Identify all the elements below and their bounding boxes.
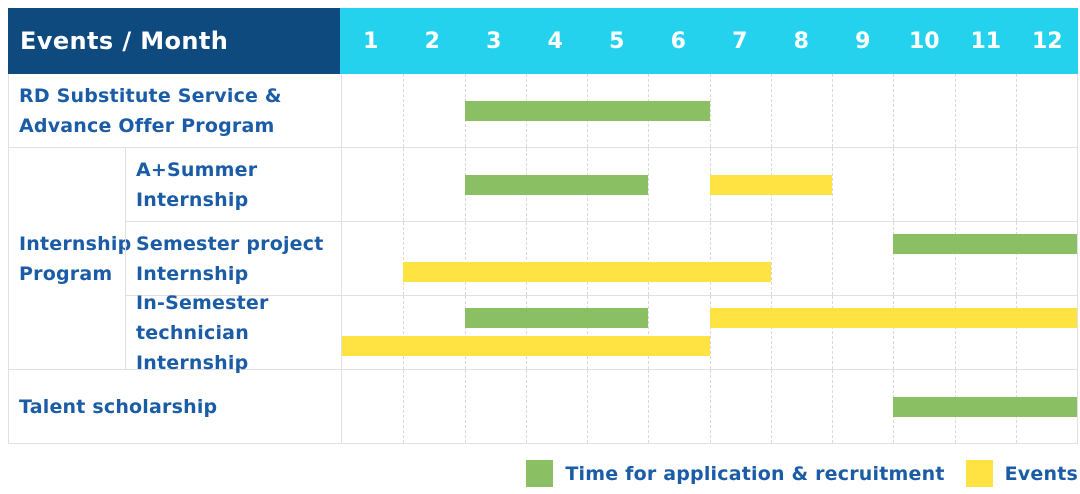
row-label-rd-substitute-service: RD Substitute Service & Advance Offer Pr… bbox=[19, 84, 282, 137]
legend-label-application: Time for application & recruitment bbox=[565, 462, 945, 485]
gantt-bar-application bbox=[893, 234, 1077, 254]
month-header-11: 11 bbox=[970, 28, 1002, 54]
month-gridline bbox=[1015, 74, 1017, 147]
gantt-bar-event bbox=[403, 262, 771, 282]
header-row: Events / Month 1 2 3 4 5 6 7 8 9 10 11 1… bbox=[8, 8, 1078, 74]
application-swatch-icon bbox=[526, 460, 554, 487]
events-swatch-icon bbox=[965, 460, 993, 487]
month-gridline bbox=[587, 222, 588, 295]
group-label-internship-program: Internship Program bbox=[19, 232, 132, 285]
month-gridline bbox=[464, 296, 466, 369]
month-gridline bbox=[893, 222, 895, 295]
month-gridline bbox=[587, 296, 588, 369]
month-header-6: 6 bbox=[670, 28, 686, 54]
month-gridline bbox=[954, 148, 956, 221]
month-header-9: 9 bbox=[855, 28, 871, 54]
month-header-4: 4 bbox=[547, 28, 563, 54]
gantt-track-a-plus-summer-internship bbox=[341, 148, 1077, 221]
group-internship-program: Internship Program A+Summer Internship S… bbox=[9, 147, 1077, 374]
month-gridline bbox=[770, 370, 772, 443]
row-in-semester-technician-internship: In-Semester technician Internship bbox=[125, 292, 1077, 374]
month-gridline bbox=[832, 222, 833, 295]
legend: Time for application & recruitment Event… bbox=[8, 460, 1078, 487]
month-gridline bbox=[403, 296, 405, 369]
month-header-12: 12 bbox=[1031, 28, 1063, 54]
month-gridline bbox=[525, 222, 527, 295]
month-gridline bbox=[832, 370, 833, 443]
gantt-bar-event bbox=[709, 175, 832, 195]
gantt-bar-application bbox=[893, 397, 1077, 417]
month-gridline bbox=[648, 296, 650, 369]
row-rd-substitute-service: RD Substitute Service & Advance Offer Pr… bbox=[9, 74, 1077, 147]
gantt-track-in-semester-technician-internship bbox=[341, 296, 1077, 369]
row-a-plus-summer-internship: A+Summer Internship bbox=[125, 148, 1077, 221]
month-gridline bbox=[709, 74, 711, 147]
month-header-2: 2 bbox=[424, 28, 440, 54]
month-gridline bbox=[832, 74, 833, 147]
gantt-track-talent-scholarship bbox=[341, 370, 1077, 443]
month-gridline bbox=[770, 74, 772, 147]
month-gridline bbox=[403, 148, 405, 221]
month-gridline bbox=[832, 296, 833, 369]
month-gridline bbox=[770, 296, 772, 369]
month-header-8: 8 bbox=[793, 28, 809, 54]
gantt-track-semester-project-internship bbox=[341, 222, 1077, 295]
month-gridline bbox=[893, 74, 895, 147]
month-gridline bbox=[954, 74, 956, 147]
month-header-strip: 1 2 3 4 5 6 7 8 9 10 11 12 bbox=[340, 8, 1078, 74]
month-gridline bbox=[709, 222, 711, 295]
month-gridline bbox=[1015, 222, 1017, 295]
gantt-bar-event bbox=[709, 308, 1077, 328]
month-header-10: 10 bbox=[908, 28, 940, 54]
gantt-track-rd-substitute-service bbox=[341, 74, 1077, 147]
month-gridline bbox=[587, 370, 588, 443]
row-label-in-semester-technician-internship: In-Semester technician Internship bbox=[125, 292, 341, 374]
month-gridline bbox=[770, 222, 772, 295]
month-gridline bbox=[525, 370, 527, 443]
month-gridline bbox=[403, 370, 405, 443]
gantt-bar-application bbox=[464, 308, 649, 328]
row-semester-project-internship: Semester project Internship bbox=[125, 221, 1077, 295]
row-talent-scholarship: Talent scholarship bbox=[9, 369, 1077, 443]
month-gridline bbox=[832, 148, 833, 221]
row-label-semester-project-internship: Semester project Internship bbox=[125, 222, 341, 295]
month-gridline bbox=[648, 370, 650, 443]
month-header-5: 5 bbox=[609, 28, 625, 54]
month-gridline bbox=[709, 296, 711, 369]
gantt-bar-application bbox=[464, 175, 649, 195]
month-gridline bbox=[403, 222, 405, 295]
month-header-7: 7 bbox=[732, 28, 748, 54]
gantt-bar-event bbox=[342, 336, 710, 356]
gantt-table: Events / Month 1 2 3 4 5 6 7 8 9 10 11 1… bbox=[8, 8, 1078, 444]
month-gridline bbox=[403, 74, 405, 147]
month-gridline bbox=[648, 222, 650, 295]
month-gridline bbox=[893, 148, 895, 221]
month-gridline bbox=[525, 296, 527, 369]
gantt-body: RD Substitute Service & Advance Offer Pr… bbox=[8, 74, 1078, 444]
group-rows: A+Summer Internship Semester project Int… bbox=[125, 148, 1077, 374]
legend-item-events: Events bbox=[965, 460, 1078, 487]
month-gridline bbox=[1015, 296, 1017, 369]
month-gridline bbox=[954, 222, 956, 295]
row-label-a-plus-summer-internship: A+Summer Internship bbox=[125, 148, 341, 221]
month-gridline bbox=[648, 148, 650, 221]
month-gridline bbox=[464, 370, 466, 443]
gantt-bar-application bbox=[464, 101, 710, 121]
legend-label-events: Events bbox=[1004, 462, 1078, 485]
month-gridline bbox=[1015, 148, 1017, 221]
row-label-talent-scholarship: Talent scholarship bbox=[19, 395, 218, 418]
month-gridline bbox=[709, 370, 711, 443]
month-gridline bbox=[893, 296, 895, 369]
month-gridline bbox=[954, 296, 956, 369]
header-events-month: Events / Month bbox=[8, 8, 340, 74]
legend-item-application: Time for application & recruitment bbox=[526, 460, 944, 487]
month-header-1: 1 bbox=[363, 28, 379, 54]
month-header-3: 3 bbox=[486, 28, 502, 54]
month-gridline bbox=[464, 222, 466, 295]
